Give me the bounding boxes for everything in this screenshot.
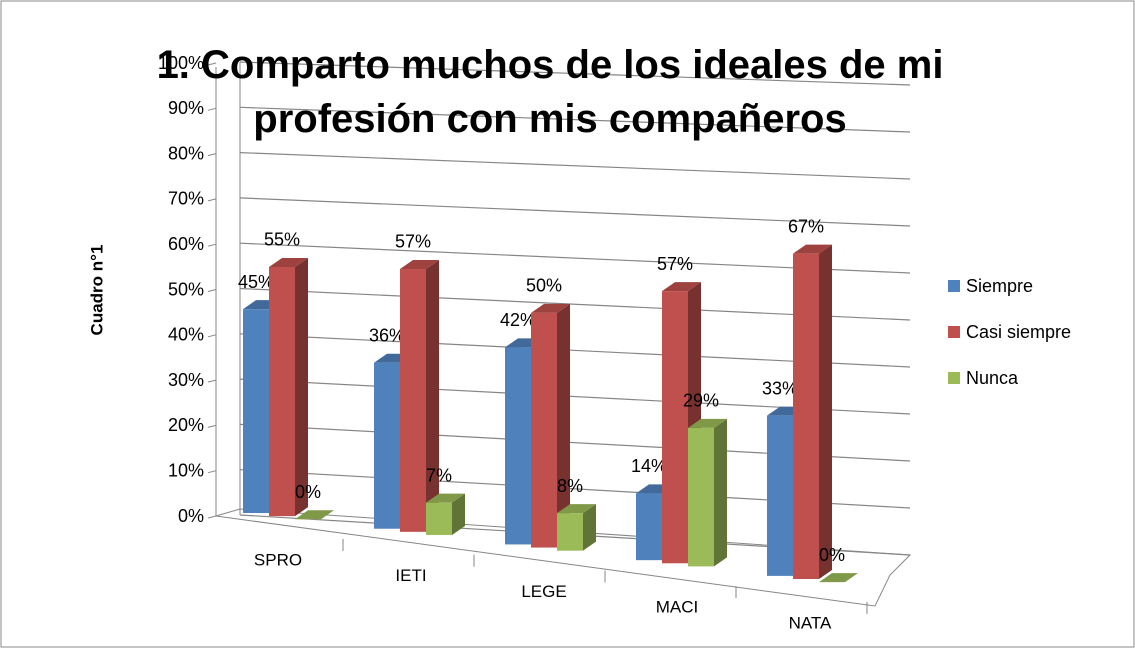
value-label: 29% <box>683 391 719 411</box>
value-label: 0% <box>295 482 321 502</box>
y-tick <box>207 334 217 338</box>
bar-top <box>819 573 858 583</box>
bar-front <box>243 309 269 513</box>
bar-side <box>426 259 439 532</box>
value-label: 45% <box>238 272 274 292</box>
x-tick-label: IETI <box>395 566 426 585</box>
grid-line <box>239 61 911 86</box>
bar <box>295 510 334 520</box>
value-label: 0% <box>819 545 845 565</box>
y-tick-label: 90% <box>168 98 204 118</box>
value-label: 57% <box>657 254 693 274</box>
bar-side <box>714 418 727 567</box>
legend-label: Casi siempre <box>966 322 1071 342</box>
x-tick-label: MACI <box>656 598 699 617</box>
y-tick-label: 80% <box>168 143 204 163</box>
bar-front <box>793 253 819 580</box>
y-tick <box>207 379 217 383</box>
bar-top <box>793 244 832 254</box>
bar-side <box>557 303 570 548</box>
y-tick-label: 40% <box>168 325 204 345</box>
bar <box>400 259 439 532</box>
bar <box>531 303 570 548</box>
x-tick-label: NATA <box>789 613 832 632</box>
bar-side <box>295 257 308 517</box>
legend-swatch <box>948 326 960 338</box>
grid-line <box>239 197 911 227</box>
value-label: 57% <box>395 232 431 252</box>
bar <box>269 257 308 517</box>
legend-label: Siempre <box>966 276 1033 296</box>
floor <box>215 508 912 607</box>
y-tick-label: 100% <box>158 53 204 73</box>
legend-swatch <box>948 372 960 384</box>
bar <box>426 493 465 535</box>
legend-swatch <box>948 280 960 292</box>
y-tick-label: 70% <box>168 189 204 209</box>
bar-top <box>557 504 596 514</box>
value-label: 36% <box>369 325 405 345</box>
bar-front <box>426 502 452 535</box>
bar-side <box>819 244 832 580</box>
bar-front <box>269 266 295 517</box>
bar-front <box>636 493 662 561</box>
bar-front <box>505 347 531 545</box>
bar-top <box>662 282 701 292</box>
y-tick-label: 60% <box>168 234 204 254</box>
grid-line <box>239 152 911 180</box>
bar-top <box>688 418 727 428</box>
y-tick <box>207 153 217 157</box>
bar <box>819 573 858 583</box>
bar-side <box>452 493 465 535</box>
bar-top <box>531 303 570 313</box>
y-tick-label: 0% <box>178 506 204 526</box>
bar-front <box>531 312 557 548</box>
y-tick <box>207 243 217 247</box>
y-tick <box>207 198 217 202</box>
grid-line <box>239 106 911 133</box>
value-label: 67% <box>788 216 824 236</box>
bar-side <box>583 504 596 551</box>
value-label: 55% <box>264 230 300 250</box>
y-tick-label: 30% <box>168 370 204 390</box>
bar <box>557 504 596 551</box>
y-tick <box>207 515 217 519</box>
value-label: 42% <box>500 310 536 330</box>
value-label: 8% <box>557 476 583 496</box>
chart-title: 1. Comparto muchos de los ideales de mi … <box>156 43 944 141</box>
bar-top <box>400 259 439 269</box>
y-tick <box>207 470 217 474</box>
value-label: 33% <box>762 378 798 398</box>
y-tick <box>207 107 217 111</box>
y-tick <box>207 62 217 66</box>
bar-front <box>557 513 583 551</box>
legend-label: Nunca <box>966 368 1019 388</box>
bar <box>688 418 727 567</box>
bar-front <box>400 268 426 532</box>
bar-front <box>688 427 714 567</box>
value-label: 14% <box>631 456 667 476</box>
y-tick-label: 20% <box>168 415 204 435</box>
y-tick-label: 10% <box>168 460 204 480</box>
value-label: 7% <box>426 465 452 485</box>
y-tick-label: 50% <box>168 279 204 299</box>
x-tick-label: SPRO <box>254 550 302 569</box>
value-label: 50% <box>526 276 562 296</box>
bar-front <box>767 415 793 576</box>
bar-top <box>269 257 308 267</box>
x-tick-label: LEGE <box>521 582 566 601</box>
y-tick <box>207 424 217 428</box>
y-axis-label: Cuadro n°1 <box>87 245 106 336</box>
bar-top <box>295 510 334 520</box>
bar-front <box>374 362 400 529</box>
bar <box>793 244 832 580</box>
y-tick <box>207 289 217 292</box>
bar-top <box>426 493 465 503</box>
bar-front <box>662 291 688 564</box>
